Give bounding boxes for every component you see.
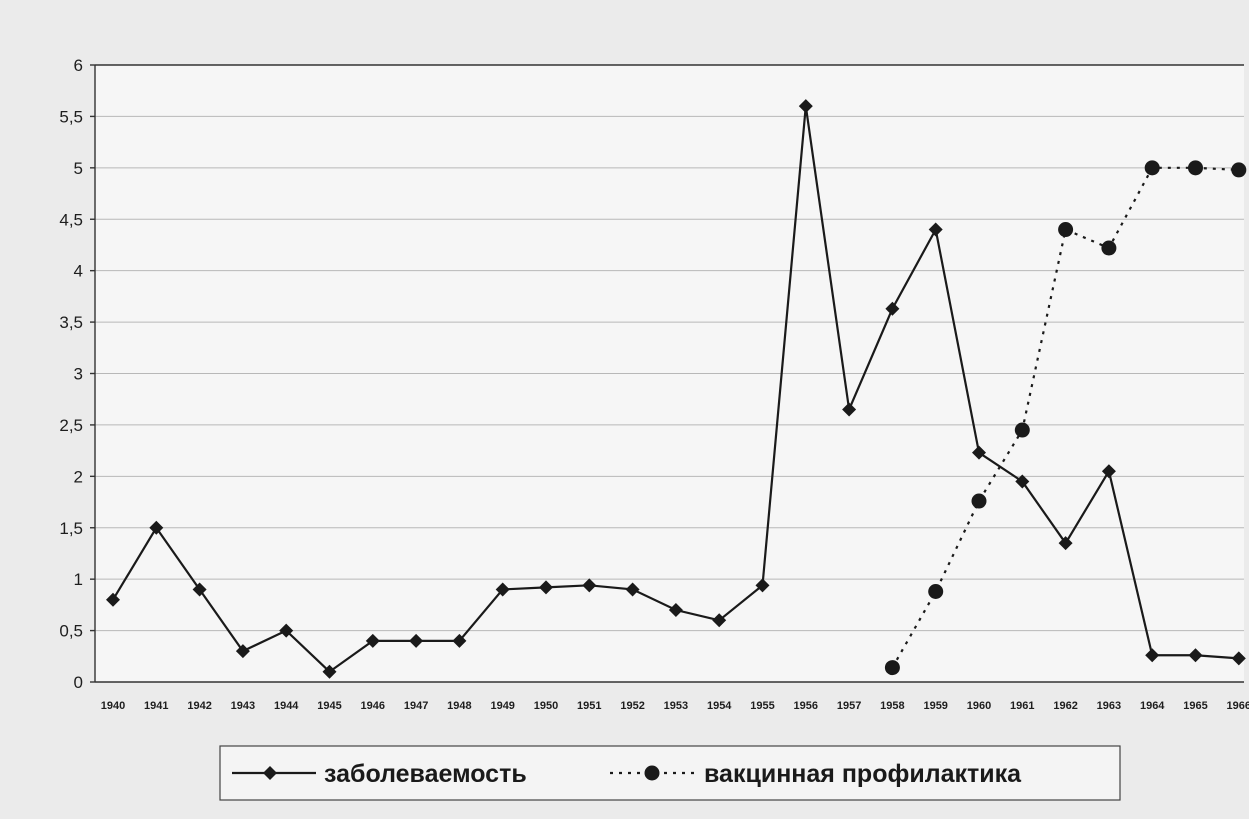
x-tick-label: 1959	[923, 700, 947, 712]
data-point	[1058, 222, 1074, 238]
data-point	[755, 578, 770, 593]
y-tick-label: 3	[74, 365, 83, 384]
x-tick-label: 1947	[404, 700, 428, 712]
x-axis-tick-labels: 1940 1941 1942 1943 1944 1945 1946 1947 1948 1949…	[101, 700, 1249, 712]
data-point	[235, 644, 250, 659]
data-point	[625, 582, 640, 597]
legend-item-1: заболеваемость	[232, 760, 527, 788]
data-point	[279, 623, 294, 638]
legend-label: вакцинная профилактика	[704, 760, 1022, 788]
data-point	[1145, 648, 1160, 663]
data-point	[1188, 648, 1203, 663]
x-tick-label: 1940	[101, 700, 125, 712]
data-point	[495, 582, 510, 597]
x-tick-label: 1962	[1053, 700, 1077, 712]
y-tick-label: 5,5	[59, 107, 83, 126]
x-tick-label: 1946	[361, 700, 385, 712]
data-point	[106, 592, 120, 607]
data-point	[582, 578, 597, 593]
data-point	[798, 99, 813, 114]
data-point	[712, 613, 727, 628]
data-point	[1101, 240, 1117, 256]
x-tick-label: 1966	[1227, 700, 1249, 712]
data-point	[365, 633, 380, 648]
y-tick-label: 5	[74, 159, 83, 178]
data-point	[192, 582, 207, 597]
data-point	[884, 660, 900, 676]
x-tick-label: 1950	[534, 700, 558, 712]
x-tick-label: 1955	[750, 700, 774, 712]
y-tick-label: 6	[74, 56, 83, 75]
y-tick-label: 1	[74, 570, 83, 589]
y-tick-label: 3,5	[59, 313, 83, 332]
legend: заболеваемость вакцинная профилактика	[219, 745, 1121, 801]
legend-marker	[263, 766, 277, 780]
data-point	[842, 402, 857, 417]
x-tick-label: 1958	[880, 700, 904, 712]
data-point	[409, 633, 424, 648]
data-point	[1188, 160, 1203, 176]
x-tick-label: 1964	[1140, 700, 1165, 712]
legend-box	[219, 745, 1121, 801]
x-tick-label: 1951	[577, 700, 601, 712]
data-point	[1231, 651, 1246, 666]
data-point	[928, 222, 943, 237]
x-tick-label: 1943	[231, 700, 255, 712]
legend-marker	[644, 765, 660, 781]
axes	[94, 64, 1244, 683]
x-tick-label: 1942	[187, 700, 211, 712]
x-tick-label: 1954	[707, 700, 732, 712]
data-point	[149, 520, 164, 535]
x-tick-label: 1960	[967, 700, 991, 712]
data-point	[322, 664, 337, 679]
data-point	[1058, 536, 1073, 551]
y-tick-label: 4,5	[59, 210, 83, 229]
x-tick-label: 1945	[317, 700, 341, 712]
y-tick-label: 0,5	[59, 622, 83, 641]
y-tick-label: 4	[74, 262, 83, 281]
x-tick-label: 1941	[144, 700, 168, 712]
data-point	[1101, 464, 1116, 479]
x-tick-label: 1957	[837, 700, 861, 712]
x-tick-label: 1948	[447, 700, 471, 712]
y-tick-label: 1,5	[59, 519, 83, 538]
data-point	[539, 580, 553, 595]
data-point	[971, 493, 987, 509]
legend-item-2: вакцинная профилактика	[610, 760, 1022, 788]
data-point	[928, 584, 944, 600]
y-axis-tick-labels: 0 0,5 1 1,5 2 2,5 3 3,5 4 4,5 5 5,5 6	[59, 56, 83, 692]
x-tick-label: 1963	[1097, 700, 1121, 712]
series-1	[106, 99, 1246, 679]
legend-label: заболеваемость	[324, 760, 527, 788]
data-point	[972, 445, 986, 460]
x-tick-label: 1952	[620, 700, 644, 712]
y-tick-label: 2	[74, 467, 83, 486]
data-point	[885, 301, 900, 316]
data-point	[668, 603, 683, 618]
data-point	[1015, 474, 1030, 489]
data-point	[1144, 160, 1160, 176]
x-tick-label: 1949	[490, 700, 514, 712]
x-tick-label: 1956	[794, 700, 818, 712]
data-point	[1014, 422, 1030, 438]
data-point	[1231, 162, 1247, 178]
x-tick-label: 1961	[1010, 700, 1034, 712]
x-tick-label: 1953	[664, 700, 688, 712]
data-point	[452, 633, 467, 648]
series-2	[884, 160, 1247, 676]
y-tick-label: 2,5	[59, 416, 83, 435]
x-tick-label: 1965	[1183, 700, 1207, 712]
x-tick-label: 1944	[274, 700, 299, 712]
data-series	[106, 99, 1247, 679]
y-tick-label: 0	[74, 673, 83, 692]
